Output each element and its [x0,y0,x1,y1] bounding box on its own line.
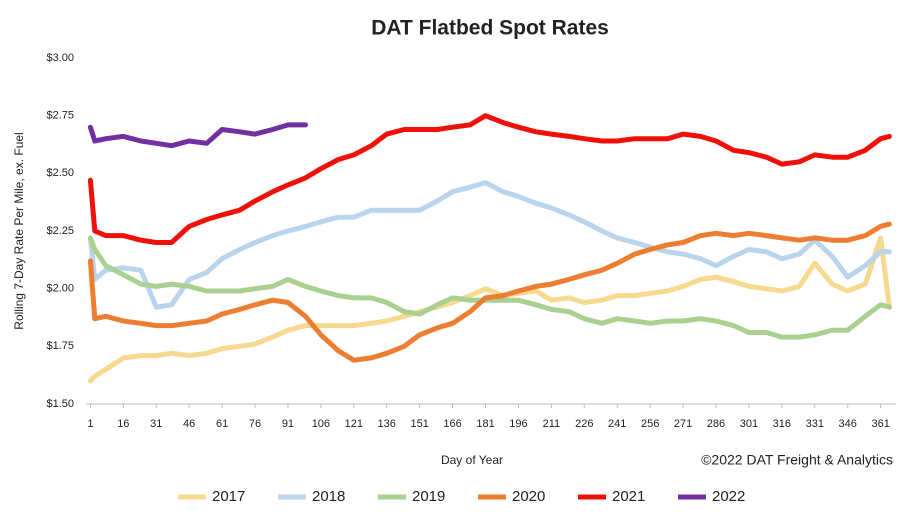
y-tick-label: $1.75 [46,340,74,352]
series-line [87,235,892,384]
x-tick-label: 121 [345,418,363,430]
legend-label: 2020 [512,488,545,505]
legend-label: 2022 [712,488,745,505]
x-tick-label: 361 [871,418,889,430]
x-tick-label: 181 [476,418,494,430]
x-tick-label: 151 [410,418,428,430]
y-tick-label: $2.75 [46,110,74,122]
y-tick-label: $2.50 [46,167,74,179]
x-tick-label: 241 [608,418,626,430]
x-tick-label: 271 [674,418,692,430]
x-tick-label: 46 [183,418,195,430]
x-tick-label: 136 [378,418,396,430]
x-tick-label: 331 [806,418,824,430]
x-tick-label: 301 [740,418,758,430]
legend-label: 2018 [312,488,345,505]
series-line [87,180,892,310]
x-tick-label: 76 [249,418,261,430]
x-tick-label: 346 [839,418,857,430]
y-axis-title: Rolling 7-Day Rate Per Mile, ex. Fuel [12,132,26,329]
chart-title: DAT Flatbed Spot Rates [371,17,609,40]
x-tick-label: 256 [641,418,659,430]
x-tick-label: 31 [150,418,162,430]
x-axis-title: Day of Year [441,453,503,467]
series-line [87,113,892,245]
series-line [87,221,892,363]
x-tick-label: 196 [509,418,527,430]
copyright-note: ©2022 DAT Freight & Analytics [701,452,893,468]
y-tick-label: $2.00 [46,283,74,295]
y-tick-label: $1.50 [46,398,74,410]
series-line [87,122,308,149]
legend-label: 2017 [212,488,245,505]
x-tick-label: 211 [543,418,561,430]
x-tick-label: 61 [216,418,228,430]
legend-label: 2019 [412,488,445,505]
x-tick-label: 91 [282,418,294,430]
x-tick-label: 16 [117,418,129,430]
x-tick-label: 226 [575,418,593,430]
legend-label: 2021 [612,488,645,505]
x-tick-label: 1 [87,418,93,430]
y-tick-label: $3.00 [46,52,74,64]
x-tick-label: 316 [773,418,791,430]
x-tick-label: 106 [312,418,330,430]
x-tick-label: 166 [443,418,461,430]
x-tick-label: 286 [707,418,725,430]
y-tick-label: $2.25 [46,225,74,237]
